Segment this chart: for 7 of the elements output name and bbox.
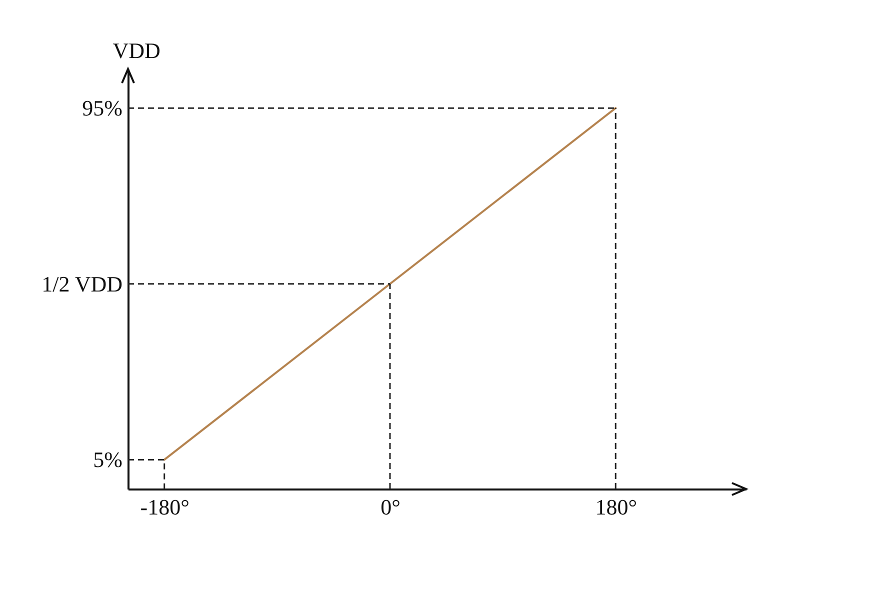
x-tick-label: 180°: [595, 494, 638, 520]
x-tick-label: -180°: [140, 494, 190, 520]
y-tick-label: 95%: [82, 96, 122, 121]
x-tick-label: 0°: [380, 494, 400, 520]
y-axis-title: VDD: [112, 38, 160, 63]
y-tick-label: 5%: [93, 447, 122, 472]
y-tick-label: 1/2 VDD: [42, 271, 122, 296]
